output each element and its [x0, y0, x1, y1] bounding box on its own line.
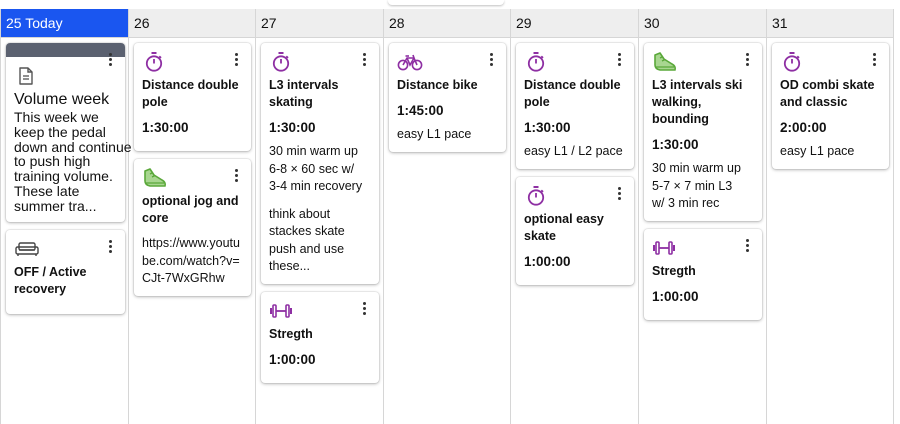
workout-card[interactable]: Distance double pole 1:30:00 easy L1 / L2 …	[516, 43, 634, 169]
bike-icon	[397, 51, 423, 73]
workout-duration: 1:00:00	[524, 253, 571, 269]
workout-title: OFF / Active recovery	[14, 264, 87, 296]
workout-title: Stregth	[269, 326, 313, 341]
workout-duration: 1:30:00	[652, 137, 699, 152]
stopwatch-icon	[269, 51, 293, 73]
note-card[interactable]: Volume week This week we keep the pedal d…	[6, 43, 132, 222]
day-column[interactable]: 31 OD combi skate and classic 2:00:00 easy …	[767, 9, 894, 424]
dumbbell-icon	[269, 300, 293, 322]
day-header[interactable]: 29	[511, 9, 638, 38]
day-cards: Volume week This week we keep the pedal d…	[1, 38, 132, 314]
workout-title: optional jog and core	[142, 194, 239, 225]
more-options-icon[interactable]	[363, 301, 367, 316]
workout-title: Distance double pole	[524, 78, 621, 109]
stopwatch-icon	[524, 51, 548, 73]
workout-card[interactable]: optional easy skate 1:00:00	[516, 176, 634, 285]
more-options-icon[interactable]	[746, 53, 750, 67]
day-cards: L3 intervals skating 1:30:00 30 min warm u…	[256, 38, 383, 383]
workout-description: 30 min warm up 6-8 × 60 sec w/ 3-4 min r…	[269, 144, 363, 193]
dumbbell-icon	[652, 237, 676, 259]
note-color-bar	[6, 43, 125, 57]
workout-title: Distance double pole	[142, 78, 239, 109]
note-title: Volume week	[14, 91, 110, 108]
more-options-icon[interactable]	[618, 186, 622, 201]
workout-card[interactable]: L3 intervals ski walking, bounding 1:30:0…	[644, 43, 762, 221]
day-header-today[interactable]: 25 Today	[1, 9, 128, 38]
stopwatch-icon	[142, 51, 166, 73]
day-header[interactable]: 27	[256, 9, 383, 38]
workout-duration: 1:30:00	[524, 120, 571, 135]
workout-description: https://www.youtube.com/watch?v=CJt-7WxG…	[142, 236, 240, 285]
workout-title: L3 intervals ski walking, bounding	[652, 78, 743, 126]
workout-card[interactable]: Stregth 1:00:00	[261, 291, 379, 383]
workout-duration: 2:00:00	[780, 120, 827, 135]
day-cards: Distance bike 1:45:00 easy L1 pace	[384, 38, 510, 152]
day-header[interactable]: 30	[639, 9, 766, 38]
more-options-icon[interactable]	[490, 53, 494, 67]
more-options-icon[interactable]	[873, 53, 877, 67]
more-options-icon[interactable]	[109, 53, 113, 67]
more-options-icon[interactable]	[363, 53, 367, 67]
workout-title: L3 intervals skating	[269, 78, 339, 109]
previous-week-strip	[0, 0, 900, 9]
day-cards: L3 intervals ski walking, bounding 1:30:0…	[639, 38, 766, 320]
day-column[interactable]: 30 L3 intervals ski walking, bounding 1:30…	[639, 9, 767, 424]
day-column[interactable]: 29 Distance double pole 1:30:00 easy L1 / L…	[511, 9, 639, 424]
workout-card[interactable]: Distance bike 1:45:00 easy L1 pace	[389, 43, 506, 152]
workout-duration: 1:00:00	[652, 288, 699, 304]
more-options-icon[interactable]	[235, 53, 239, 67]
more-options-icon[interactable]	[746, 238, 750, 253]
workout-duration: 1:30:00	[142, 120, 189, 135]
day-column[interactable]: 25 Today Volume week This week we keep the…	[0, 9, 132, 424]
workout-description: 30 min warm up 5-7 × 7 min L3 w/ 3 min r…	[652, 161, 741, 210]
shoe-icon	[652, 51, 676, 73]
workout-duration: 1:30:00	[269, 120, 316, 135]
more-options-icon[interactable]	[618, 53, 622, 67]
workout-card[interactable]: optional jog and core https://www.youtube…	[134, 159, 251, 296]
shoe-icon	[142, 167, 166, 189]
workout-title: OD combi skate and classic	[780, 78, 875, 109]
workout-duration: 1:45:00	[397, 103, 444, 118]
day-column[interactable]: 26 Distance double pole 1:30:00 optional jo…	[129, 9, 256, 424]
stopwatch-icon	[524, 185, 548, 207]
workout-description-more: think about stackes skate push and use t…	[269, 206, 345, 274]
sofa-icon	[14, 238, 39, 260]
workout-title: optional easy skate	[524, 211, 604, 243]
note-icon	[14, 65, 38, 87]
workout-card[interactable]: Distance double pole 1:30:00	[134, 43, 251, 151]
day-header[interactable]: 28	[384, 9, 510, 38]
day-header[interactable]: 26	[129, 9, 255, 38]
note-text: This week we keep the pedal down and con…	[14, 109, 132, 214]
workout-duration: 1:00:00	[269, 351, 316, 367]
workout-card[interactable]: L3 intervals skating 1:30:00 30 min warm u…	[261, 43, 379, 284]
workout-card[interactable]: OD combi skate and classic 2:00:00 easy L1…	[772, 43, 889, 169]
workout-title: Distance bike	[397, 78, 478, 92]
day-column[interactable]: 27 L3 intervals skating 1:30:00 30 min warm…	[256, 9, 384, 424]
workout-card[interactable]: Stregth 1:00:00	[644, 228, 762, 320]
workout-title: Stregth	[652, 263, 696, 278]
day-cards: Distance double pole 1:30:00 optional jog …	[129, 38, 255, 296]
workout-description: easy L1 / L2 pace	[524, 144, 623, 158]
day-cards: Distance double pole 1:30:00 easy L1 / L2 …	[511, 38, 638, 285]
more-options-icon[interactable]	[109, 239, 113, 254]
workout-description: easy L1 pace	[780, 144, 855, 158]
previous-week-card-edge[interactable]	[388, 0, 504, 5]
more-options-icon[interactable]	[235, 169, 239, 183]
workout-description: easy L1 pace	[397, 127, 472, 141]
day-column[interactable]: 28 Distance bike 1:45:00 easy L1 pace	[384, 9, 511, 424]
day-header[interactable]: 31	[767, 9, 893, 38]
stopwatch-icon	[780, 51, 804, 73]
day-cards: OD combi skate and classic 2:00:00 easy L1…	[767, 38, 893, 169]
workout-card[interactable]: OFF / Active recovery	[6, 229, 125, 314]
